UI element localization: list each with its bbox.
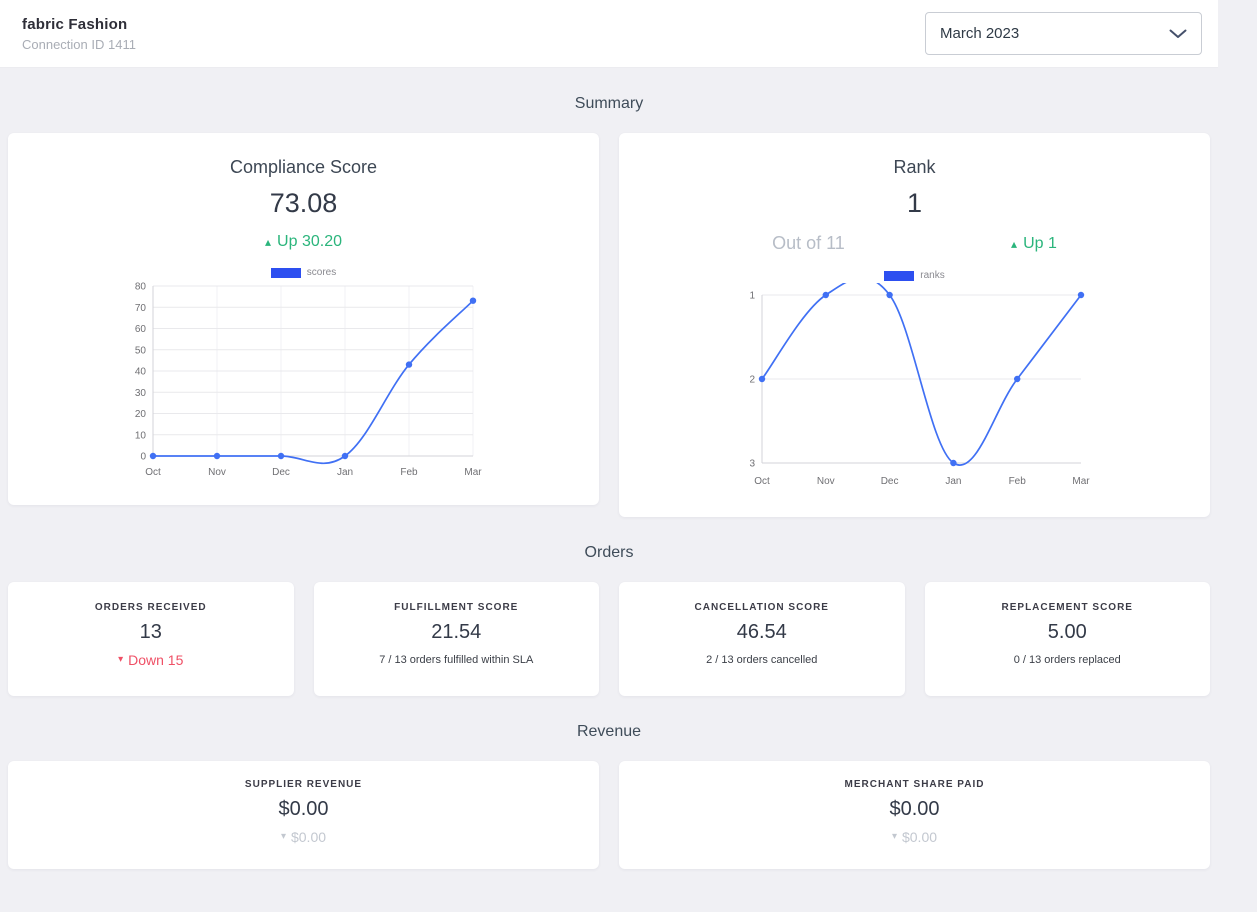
svg-text:Nov: Nov <box>817 476 835 487</box>
replacement-score-card: REPLACEMENT SCORE 5.00 0 / 13 orders rep… <box>924 582 1210 696</box>
ranks-line-chart-svg: 1 2 3 Oct Nov Dec Jan Feb Mar <box>749 283 1090 487</box>
svg-text:Feb: Feb <box>400 467 418 478</box>
rank-delta-label: Up 1 <box>1023 234 1057 252</box>
supplier-revenue-delta-label: $0.00 <box>290 829 327 845</box>
supplier-revenue-card: SUPPLIER REVENUE $0.00 ▾ $0.00 <box>8 761 599 869</box>
legend-swatch-icon <box>270 267 301 278</box>
svg-text:30: 30 <box>134 388 146 399</box>
rank-title: Rank <box>893 157 936 177</box>
svg-text:50: 50 <box>134 345 146 356</box>
compliance-title: Compliance Score <box>229 157 378 177</box>
supplier-revenue-value: $0.00 <box>278 798 329 820</box>
svg-text:Feb: Feb <box>1009 476 1027 487</box>
merchant-share-paid-card: MERCHANT SHARE PAID $0.00 ▾ $0.00 <box>619 761 1210 869</box>
down-triangle-icon: ▾ <box>280 831 286 842</box>
rank-subrow: Out of 11 ▴ Up 1 <box>619 233 1210 254</box>
replacement-score-label: REPLACEMENT SCORE <box>1001 602 1133 613</box>
ranks-chart-legend: ranks <box>619 270 1210 281</box>
orders-received-label: ORDERS RECEIVED <box>94 602 207 613</box>
svg-text:Dec: Dec <box>881 476 899 487</box>
merchant-share-paid-value: $0.00 <box>889 798 940 820</box>
orders-row: ORDERS RECEIVED 13 ▾ Down 15 FULFILLMENT… <box>0 582 1218 696</box>
dashboard: fabric Fashion Connection ID 1411 March … <box>0 0 1218 869</box>
svg-text:3: 3 <box>749 459 755 470</box>
scores-chart-legend: scores <box>8 267 599 278</box>
svg-text:0: 0 <box>140 452 146 463</box>
rank-chart: 1 2 3 Oct Nov Dec Jan Feb Mar <box>619 283 1210 491</box>
connection-info: fabric Fashion Connection ID 1411 <box>22 16 136 52</box>
legend-swatch-icon <box>884 270 915 281</box>
svg-text:Jan: Jan <box>336 467 352 478</box>
orders-received-card: ORDERS RECEIVED 13 ▾ Down 15 <box>8 582 294 696</box>
compliance-value: 73.08 <box>269 188 338 218</box>
supplier-revenue-delta: ▾ $0.00 <box>8 829 599 845</box>
svg-text:Jan: Jan <box>945 476 961 487</box>
replacement-score-sub: 0 / 13 orders replaced <box>1013 654 1121 666</box>
svg-text:60: 60 <box>134 324 146 335</box>
header: fabric Fashion Connection ID 1411 March … <box>0 0 1218 68</box>
month-dropdown-value: March 2023 <box>940 25 1020 42</box>
merchant-share-paid-label: MERCHANT SHARE PAID <box>844 779 985 790</box>
svg-text:70: 70 <box>134 303 146 314</box>
month-dropdown[interactable]: March 2023 <box>925 12 1202 55</box>
rank-value: 1 <box>906 188 923 218</box>
svg-text:40: 40 <box>134 367 146 378</box>
down-triangle-icon: ▾ <box>118 654 124 665</box>
rank-out-of: Out of 11 <box>772 233 845 253</box>
section-title-summary: Summary <box>574 95 644 112</box>
svg-text:1: 1 <box>749 291 755 302</box>
fulfillment-score-card: FULFILLMENT SCORE 21.54 7 / 13 orders fu… <box>313 582 599 696</box>
orders-received-value: 13 <box>139 621 162 643</box>
svg-text:80: 80 <box>134 282 146 293</box>
connection-title: fabric Fashion <box>22 15 128 33</box>
up-triangle-icon: ▴ <box>1011 236 1018 251</box>
supplier-revenue-label: SUPPLIER REVENUE <box>244 779 363 790</box>
merchant-share-paid-delta: ▾ $0.00 <box>619 829 1210 845</box>
compliance-scores-chart: 0 10 20 30 40 50 60 70 80 Oct Nov Dec Jan Feb Mar <box>8 280 599 482</box>
svg-text:Nov: Nov <box>208 467 226 478</box>
svg-text:Dec: Dec <box>272 467 290 478</box>
cancellation-score-card: CANCELLATION SCORE 46.54 2 / 13 orders c… <box>619 582 905 696</box>
orders-received-delta-label: Down 15 <box>128 652 184 668</box>
orders-received-delta: ▾ Down 15 <box>8 652 294 668</box>
merchant-share-paid-delta-label: $0.00 <box>901 829 938 845</box>
svg-text:Oct: Oct <box>145 467 161 478</box>
replacement-score-value: 5.00 <box>1047 621 1087 643</box>
compliance-score-card: Compliance Score 73.08 ▴ Up 30.20 scores… <box>8 133 599 505</box>
section-title-orders: Orders <box>584 544 634 561</box>
svg-text:2: 2 <box>749 375 755 386</box>
svg-text:Mar: Mar <box>464 467 482 478</box>
down-triangle-icon: ▾ <box>891 831 897 842</box>
svg-text:10: 10 <box>134 430 146 441</box>
scores-line-chart-svg: 0 10 20 30 40 50 60 70 80 Oct Nov Dec Jan Feb Mar <box>134 282 482 479</box>
fulfillment-score-sub: 7 / 13 orders fulfilled within SLA <box>379 654 534 666</box>
compliance-delta: ▴ Up 30.20 <box>8 233 599 251</box>
fulfillment-score-value: 21.54 <box>431 621 482 643</box>
svg-text:Mar: Mar <box>1072 476 1090 487</box>
cancellation-score-sub: 2 / 13 orders cancelled <box>706 654 818 666</box>
revenue-row: SUPPLIER REVENUE $0.00 ▾ $0.00 MERCHANT … <box>0 761 1218 869</box>
chevron-down-icon <box>1169 29 1187 38</box>
rank-card: Rank 1 Out of 11 ▴ Up 1 ranks 1 2 3 Oct Nov D… <box>619 133 1210 517</box>
compliance-delta-label: Up 30.20 <box>277 233 342 250</box>
cancellation-score-label: CANCELLATION SCORE <box>694 602 829 613</box>
up-triangle-icon: ▴ <box>265 235 272 249</box>
scores-legend-label: scores <box>306 267 337 278</box>
ranks-legend-label: ranks <box>920 270 945 281</box>
summary-row: Compliance Score 73.08 ▴ Up 30.20 scores… <box>0 133 1218 517</box>
svg-text:20: 20 <box>134 409 146 420</box>
section-title-revenue: Revenue <box>576 723 642 740</box>
cancellation-score-value: 46.54 <box>736 621 787 643</box>
fulfillment-score-label: FULFILLMENT SCORE <box>394 602 519 613</box>
svg-text:Oct: Oct <box>754 476 770 487</box>
connection-id: Connection ID 1411 <box>22 36 136 52</box>
rank-delta: ▴ Up 1 <box>1011 235 1057 253</box>
